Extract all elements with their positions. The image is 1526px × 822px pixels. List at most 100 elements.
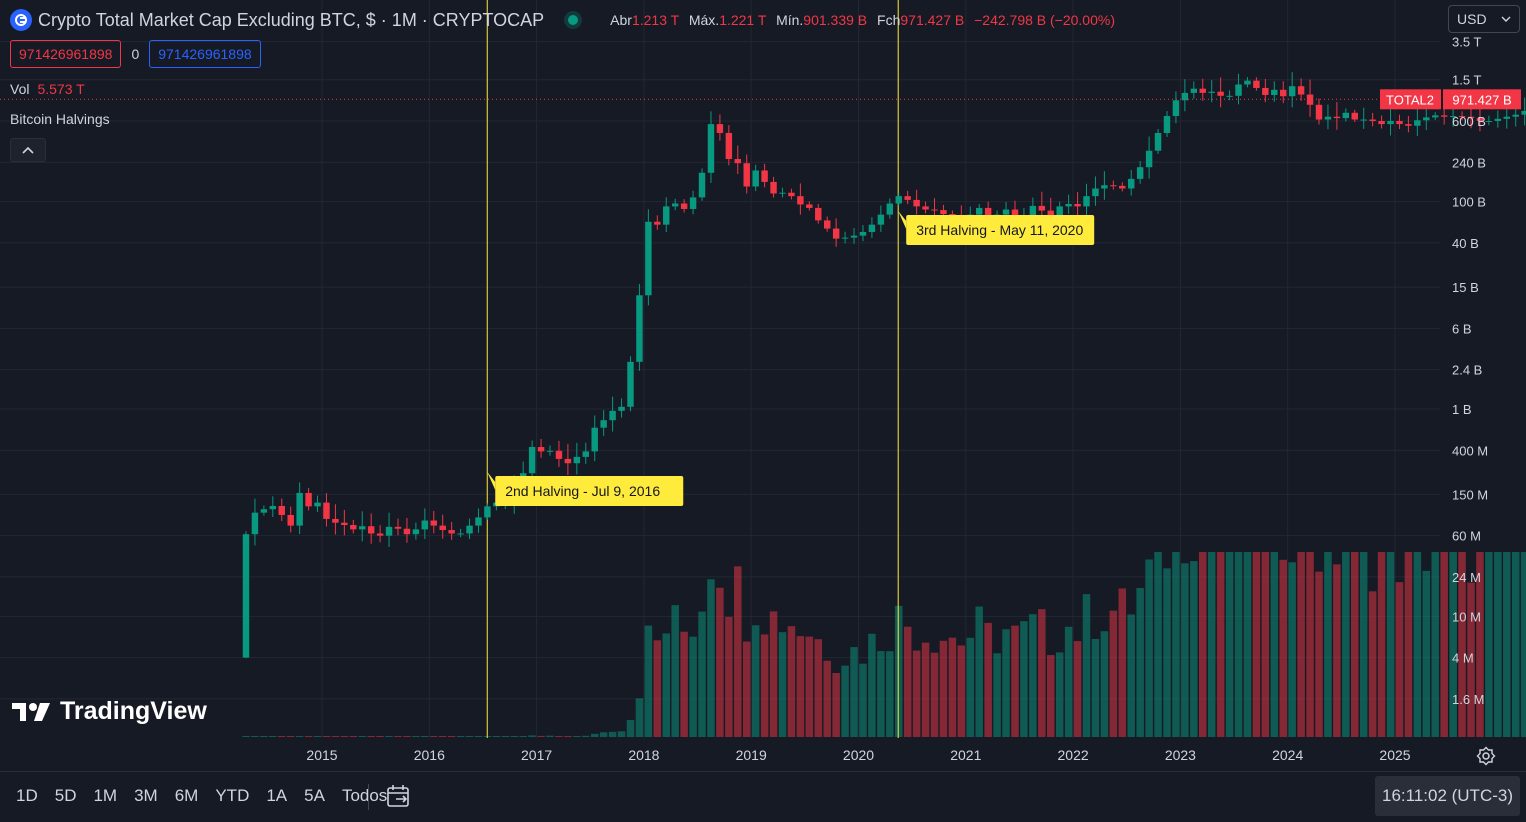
collapse-legend-button[interactable] [10,138,46,162]
candle-body [1467,116,1475,119]
volume-bar [331,736,340,737]
volume-bar [1038,609,1046,737]
cryptocap-logo-icon[interactable] [10,9,32,31]
range-5a-button[interactable]: 5A [304,786,325,805]
volume-bar [394,736,402,737]
price-chart[interactable]: 3.5 T 1.5 T 600 B 240 B 100 B 40 B 15 B 6 B 2.4 … [0,0,1526,771]
volume-bar [1020,621,1028,737]
last-price-tag: TOTAL2 971.427 B [1380,89,1521,110]
range-5d-button[interactable]: 5D [54,786,77,805]
zero-value: 0 [131,46,140,62]
volume-bar [823,660,831,737]
volume-bar [304,736,313,737]
range-3m-button[interactable]: 3M [134,786,158,805]
volume-bar [1225,552,1234,737]
candle-body [260,509,268,513]
candle-body [806,204,813,208]
volume-bar [1261,552,1270,737]
volume-bar [617,731,626,737]
volume-bar [1055,652,1064,737]
ohlc-legend: Abr1.213 T Máx.1.221 T Mín.901.339 B Fch… [604,12,1115,28]
volume-bar [975,606,983,737]
volume-bar [564,736,572,737]
range-6m-button[interactable]: 6M [174,786,199,805]
volume-bar [251,736,259,737]
x-tick-label: 2024 [1272,747,1303,763]
range-1a-button[interactable]: 1A [266,786,288,805]
volume-bar [796,636,805,737]
candle-body [922,206,929,210]
candle-body [296,492,303,526]
change-value: −242.798 B (−20.00%) [974,12,1115,28]
volume-bar [1172,552,1180,737]
volume-bar [734,566,742,737]
candle-body [770,181,777,194]
volume-bar [430,736,438,737]
range-1d-button[interactable]: 1D [16,786,38,805]
currency-select[interactable]: USD [1448,5,1520,33]
volume-bar [1306,552,1314,737]
candle-body [1235,84,1242,96]
volume-bar [438,736,447,737]
volume-bar [984,622,992,737]
calendar-goto-icon[interactable] [386,783,412,809]
volume-legend[interactable]: Vol 5.573 T [10,81,85,97]
range-ytd-button[interactable]: YTD [215,786,250,805]
candle-body [448,530,455,534]
indicator-legend[interactable]: Bitcoin Halvings [10,111,110,127]
volume-bar [948,637,957,737]
volume-bar [1127,614,1135,737]
time-axis[interactable]: 2015 2016 2017 2018 2019 2020 2021 2022 2023 2024… [306,747,1410,763]
market-status-icon[interactable] [568,15,579,25]
candle-body [1154,132,1162,151]
y-tick-label: 150 M [1452,487,1488,502]
volume-bar [501,736,510,737]
range-1m-button[interactable]: 1M [93,786,118,805]
value-blue-box[interactable]: 971426961898 [149,40,261,68]
volume-bar [1377,552,1386,737]
value-red-box[interactable]: 971426961898 [10,40,122,68]
candle-body [341,522,348,526]
volume-bar [1476,552,1484,737]
settings-gear-icon[interactable] [1476,746,1496,766]
y-tick-label: 100 B [1452,195,1486,210]
candle-body [823,220,831,229]
candle-body [1145,150,1153,168]
range-todos-button[interactable]: Todos [341,786,388,805]
volume-bar [1467,582,1475,737]
x-tick-label: 2016 [414,747,445,763]
volume-bar [626,719,635,737]
candle-body [689,197,697,209]
volume-bar [1064,626,1073,737]
candle-body [1190,88,1198,93]
volume-bar [1154,552,1162,737]
volume-bar [698,611,706,737]
volume-bar [1207,552,1216,737]
open-label: Abr [610,12,632,28]
volume-bar [912,650,921,737]
candle-body [859,231,867,236]
volume-bar [340,736,349,737]
candle-body [761,170,768,182]
volume-bar [510,736,519,737]
volume-bar [1136,587,1144,737]
candle-body [797,196,804,205]
tradingview-logo[interactable]: TradingView [12,697,207,726]
y-tick-label: 3.5 T [1452,35,1481,50]
candle-body [886,203,894,215]
volume-bar [367,736,375,737]
volume-bar [1359,552,1368,737]
price-axis[interactable]: 3.5 T 1.5 T 600 B 240 B 100 B 40 B 15 B 6 B 2.4 … [1452,35,1488,707]
clock-timezone[interactable]: 16:11:02 (UTC-3) [1375,776,1520,816]
volume-bar [573,736,581,737]
volume-bar [1324,552,1332,737]
symbol-title[interactable]: Crypto Total Market Cap Excluding BTC, $… [38,9,545,30]
volume-bar [590,733,599,737]
volume-bar [635,698,644,737]
candle-body [332,518,339,523]
candle-body [546,450,554,452]
volume-bar [769,611,778,737]
volume-bar [716,587,724,737]
volume-bar [841,665,849,737]
candle-body [832,228,840,239]
